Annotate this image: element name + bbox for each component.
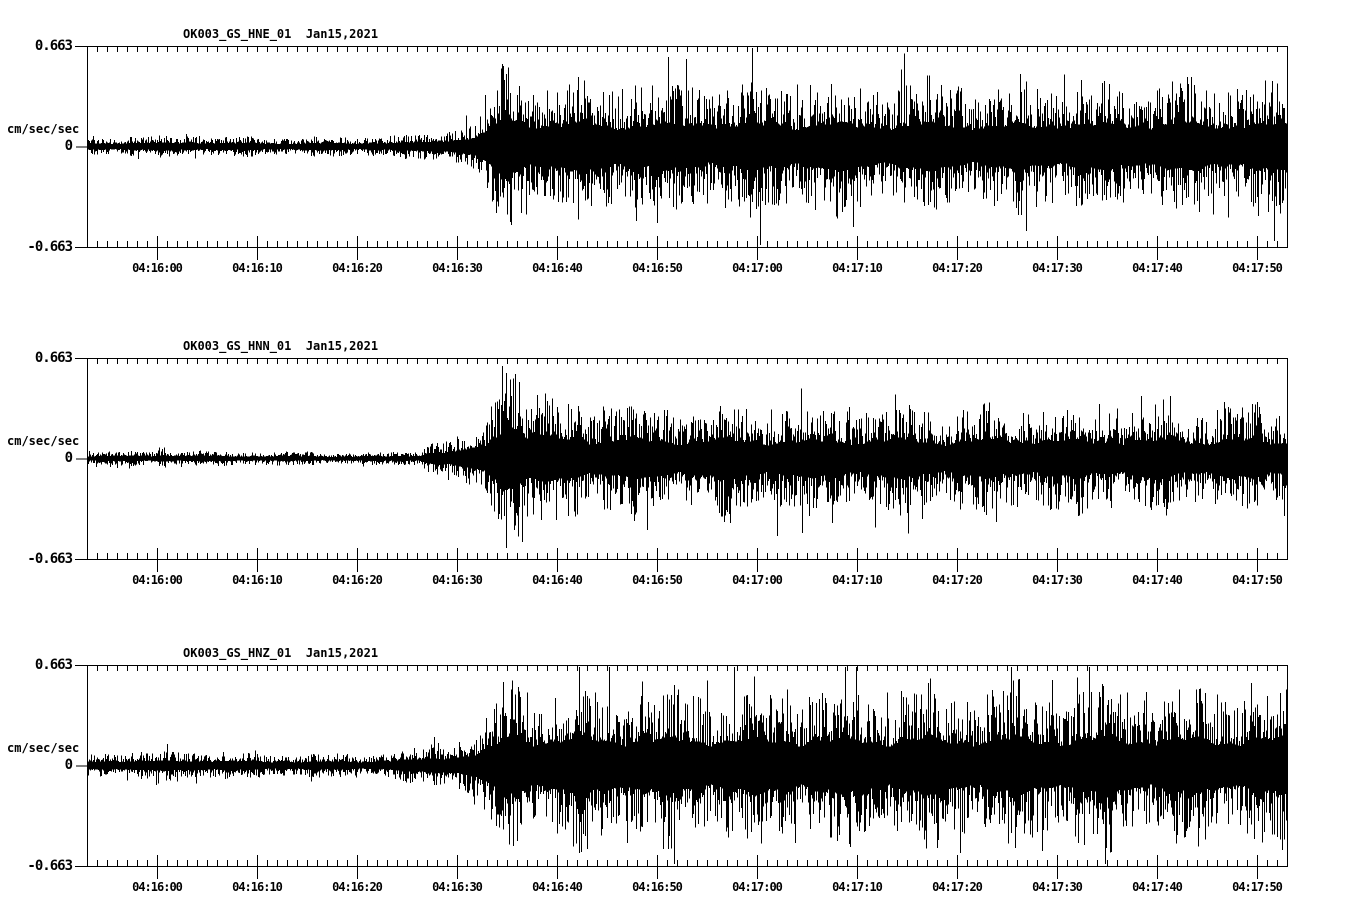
waveform-plot xyxy=(75,46,1288,260)
x-axis-tick-label: 04:16:00 xyxy=(132,880,183,894)
waveform-spikes xyxy=(502,366,1285,548)
major-ticks xyxy=(157,236,1258,260)
waveform-plot xyxy=(75,358,1288,572)
seismo-panel-hnz: 0.663 cm/sec/sec 0 -0.663 OK003_GS_HNZ_0… xyxy=(0,619,1358,924)
x-axis-tick-label: 04:16:20 xyxy=(332,573,383,587)
x-axis-labels: 04:16:00 04:16:10 04:16:20 04:16:30 04:16:40… xyxy=(0,573,1358,593)
x-axis-tick-label: 04:16:30 xyxy=(432,573,483,587)
y-axis-tick-label-zero: 0 xyxy=(64,757,73,773)
y-axis-tick-label-min: -0.663 xyxy=(27,858,73,874)
x-axis-tick-label: 04:16:10 xyxy=(232,261,283,275)
x-axis-labels: 04:16:00 04:16:10 04:16:20 04:16:30 04:16:40… xyxy=(0,880,1358,900)
y-axis-tick-label-min: -0.663 xyxy=(27,239,73,255)
x-axis-tick-label: 04:17:20 xyxy=(932,880,983,894)
major-ticks xyxy=(157,548,1258,572)
x-axis-tick-label: 04:17:00 xyxy=(732,573,783,587)
x-axis-tick-label: 04:17:50 xyxy=(1232,880,1283,894)
x-axis-tick-label: 04:16:20 xyxy=(332,261,383,275)
x-axis-tick-label: 04:17:20 xyxy=(932,573,983,587)
x-axis-tick-label: 04:16:00 xyxy=(132,261,183,275)
waveform-trace xyxy=(88,667,1287,864)
x-axis-tick-label: 04:16:00 xyxy=(132,573,183,587)
y-axis-tick-label-max: 0.663 xyxy=(34,38,73,54)
x-axis-tick-label: 04:16:20 xyxy=(332,880,383,894)
waveform-plot xyxy=(75,665,1288,879)
x-axis-tick-label: 04:17:30 xyxy=(1032,880,1083,894)
x-axis-tick-label: 04:17:40 xyxy=(1132,573,1183,587)
y-axis-tick-label-zero: 0 xyxy=(64,450,73,466)
waveform-trace xyxy=(88,48,1287,245)
y-axis-tick-label-min: -0.663 xyxy=(27,551,73,567)
x-axis-tick-label: 04:17:10 xyxy=(832,261,883,275)
y-axis-unit-label: cm/sec/sec xyxy=(7,741,80,755)
x-axis-tick-label: 04:16:10 xyxy=(232,573,283,587)
waveform-spikes xyxy=(504,79,1273,215)
x-axis-tick-label: 04:17:50 xyxy=(1232,573,1283,587)
x-axis-tick-label: 04:16:50 xyxy=(632,261,683,275)
x-axis-tick-label: 04:16:40 xyxy=(532,880,583,894)
x-axis-tick-label: 04:17:10 xyxy=(832,573,883,587)
panel-title: OK003_GS_HNE_01 Jan15,2021 xyxy=(183,27,379,41)
x-axis-tick-label: 04:17:40 xyxy=(1132,880,1183,894)
plot-frame xyxy=(75,46,1288,248)
y-axis-tick-label-max: 0.663 xyxy=(34,350,73,366)
panel-title: OK003_GS_HNZ_01 Jan15,2021 xyxy=(183,646,379,660)
x-axis-tick-label: 04:16:40 xyxy=(532,261,583,275)
panel-title: OK003_GS_HNN_01 Jan15,2021 xyxy=(183,339,379,353)
y-axis-tick-label-max: 0.663 xyxy=(34,657,73,673)
waveform-trace xyxy=(88,372,1287,543)
major-ticks xyxy=(157,855,1258,879)
waveform-spikes xyxy=(503,677,1287,845)
x-axis-tick-label: 04:16:40 xyxy=(532,573,583,587)
seismo-panel-hne: 0.663 cm/sec/sec 0 -0.663 OK003_GS_HNE_0… xyxy=(0,0,1358,308)
x-axis-tick-label: 04:17:40 xyxy=(1132,261,1183,275)
x-axis-tick-label: 04:17:00 xyxy=(732,261,783,275)
x-axis-labels: 04:16:00 04:16:10 04:16:20 04:16:30 04:16:40… xyxy=(0,261,1358,281)
x-axis-tick-label: 04:16:30 xyxy=(432,261,483,275)
y-axis-unit-label: cm/sec/sec xyxy=(7,122,80,136)
x-axis-tick-label: 04:17:30 xyxy=(1032,573,1083,587)
plot-frame xyxy=(75,665,1288,867)
x-axis-tick-label: 04:16:50 xyxy=(632,573,683,587)
x-axis-tick-label: 04:16:30 xyxy=(432,880,483,894)
y-axis-unit-label: cm/sec/sec xyxy=(7,434,80,448)
x-axis-tick-label: 04:17:10 xyxy=(832,880,883,894)
x-axis-tick-label: 04:17:30 xyxy=(1032,261,1083,275)
seismo-panel-hnn: 0.663 cm/sec/sec 0 -0.663 OK003_GS_HNN_0… xyxy=(0,312,1358,620)
x-axis-tick-label: 04:16:10 xyxy=(232,880,283,894)
x-axis-tick-label: 04:17:50 xyxy=(1232,261,1283,275)
y-axis-tick-label-zero: 0 xyxy=(64,138,73,154)
plot-frame xyxy=(75,358,1288,560)
x-axis-tick-label: 04:16:50 xyxy=(632,880,683,894)
x-axis-tick-label: 04:17:00 xyxy=(732,880,783,894)
x-axis-tick-label: 04:17:20 xyxy=(932,261,983,275)
